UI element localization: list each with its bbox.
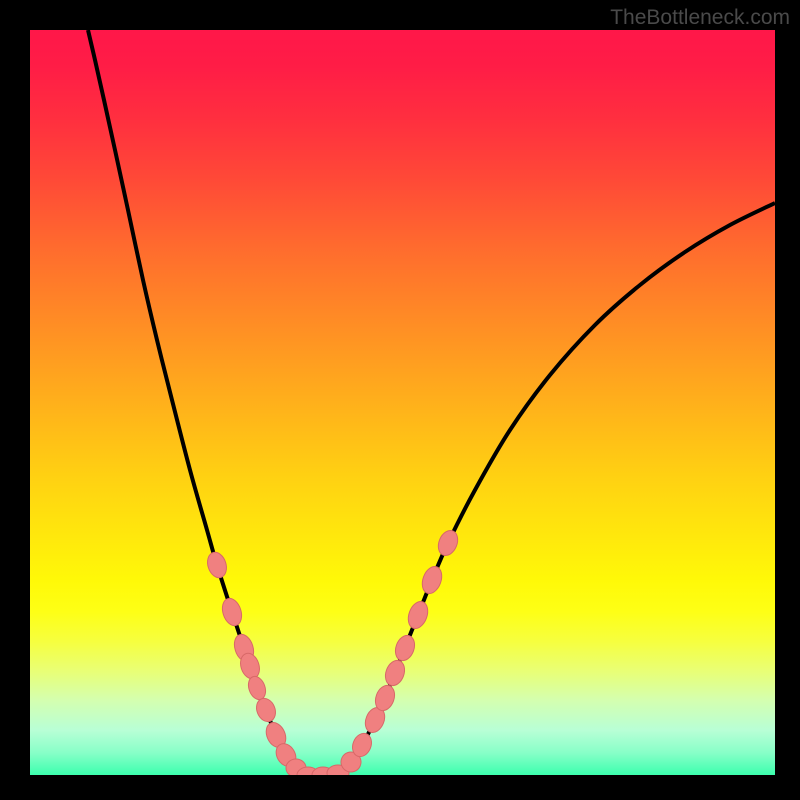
watermark-text: TheBottleneck.com <box>610 6 790 30</box>
chart-container: TheBottleneck.com <box>0 0 800 800</box>
chart-svg <box>0 0 800 800</box>
